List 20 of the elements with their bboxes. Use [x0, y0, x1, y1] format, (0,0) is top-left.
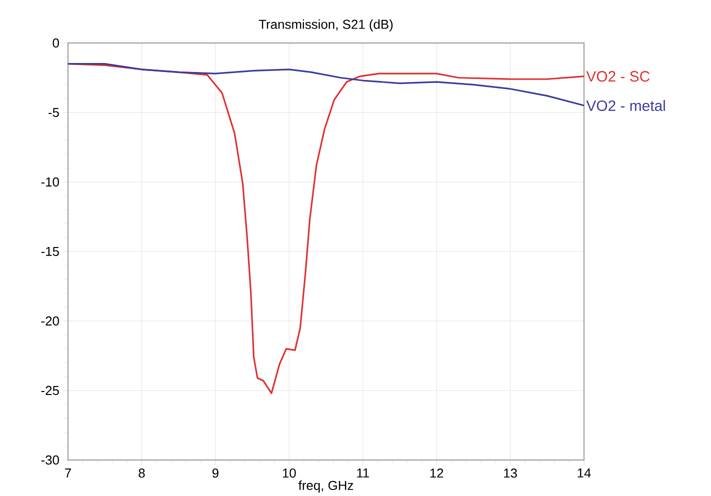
y-tick-label: -5 — [48, 108, 59, 118]
y-tick-label: -10 — [41, 177, 59, 187]
series-label: VO2 - SC — [586, 71, 650, 82]
y-tick-label: -20 — [41, 316, 59, 326]
series-label: VO2 - metal — [586, 100, 665, 112]
x-tick-label: 13 — [504, 468, 517, 478]
x-tick-label: 9 — [212, 468, 218, 478]
x-tick-label: 10 — [282, 468, 296, 478]
x-tick-label: 14 — [578, 468, 591, 478]
y-tick-label: -25 — [41, 386, 59, 396]
y-tick-label: 0 — [52, 38, 59, 48]
y-tick-label: -15 — [41, 247, 59, 256]
y-tick-label: -30 — [41, 455, 59, 465]
x-tick-label: 7 — [65, 468, 71, 478]
line-series — [67, 63, 585, 106]
x-tick-label: 12 — [430, 468, 444, 478]
x-tick-label: 11 — [357, 468, 369, 478]
x-tick-label: 8 — [138, 468, 145, 478]
x-axis-title: freq, GHz — [298, 480, 354, 493]
chart-title: Transmission, S21 (dB) — [258, 19, 393, 32]
